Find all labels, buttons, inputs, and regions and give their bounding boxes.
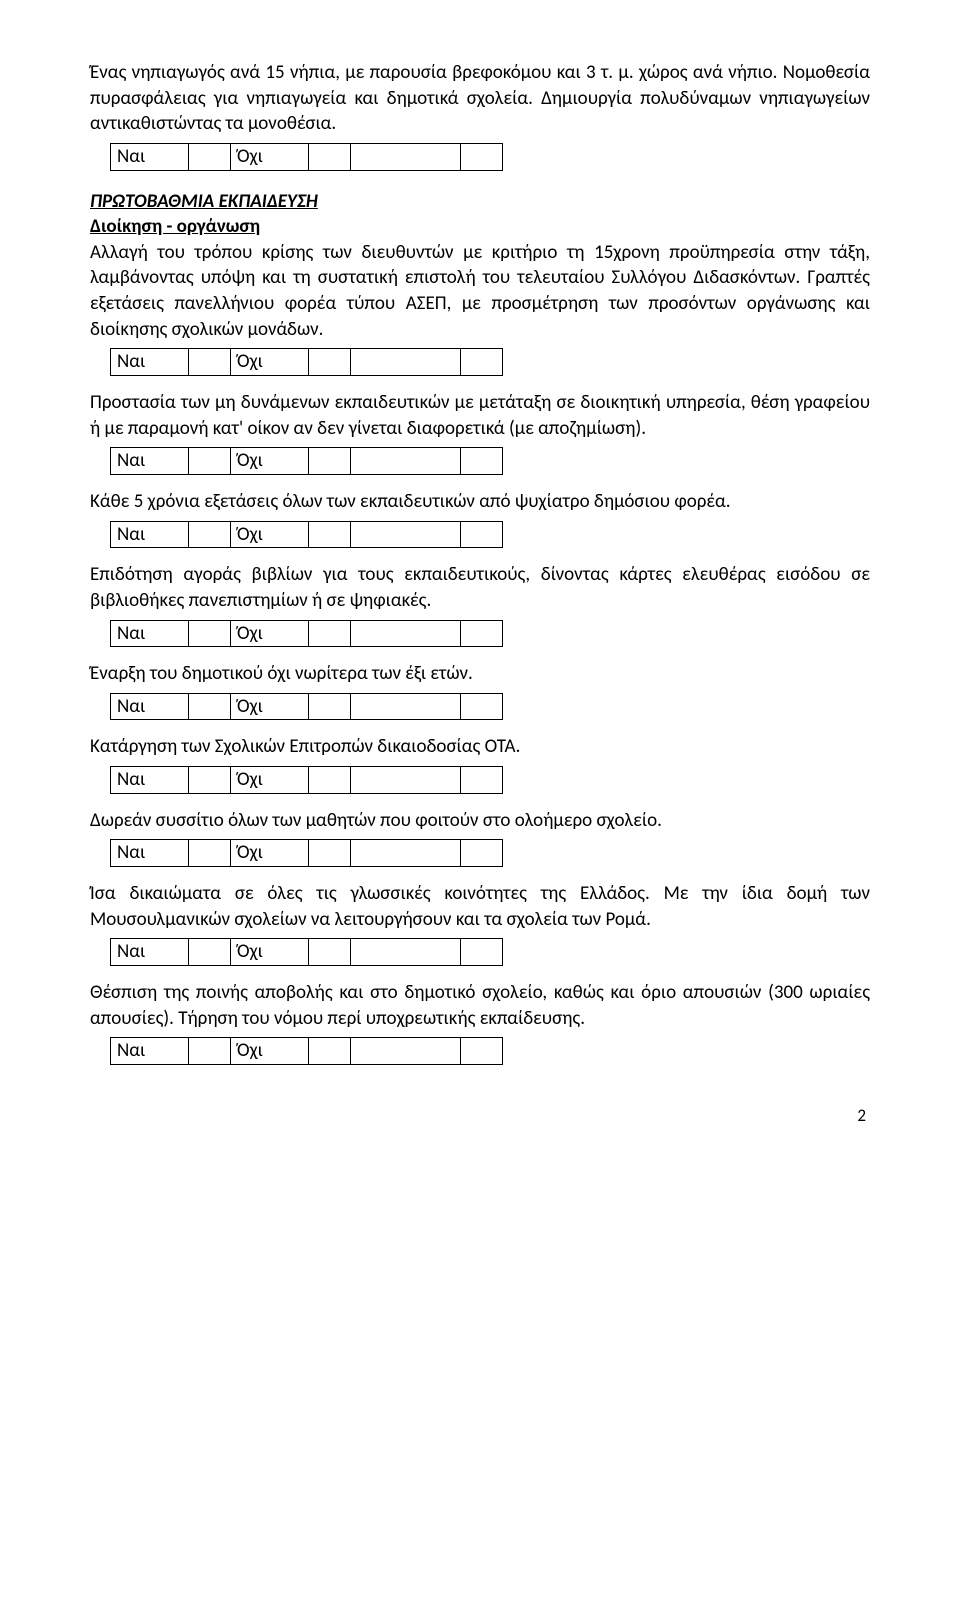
yes-label[interactable]: Ναι xyxy=(111,620,189,647)
choice-row-6: Ναι Όχι xyxy=(110,766,503,794)
yes-box[interactable] xyxy=(189,767,231,794)
yes-label[interactable]: Ναι xyxy=(111,349,189,376)
question-2: Προστασία των μη δυνάμενων εκπαιδευτικών… xyxy=(90,390,870,441)
choice-row-intro: Ναι Όχι xyxy=(110,143,503,171)
no-box[interactable] xyxy=(309,448,351,475)
no-box[interactable] xyxy=(309,349,351,376)
no-box[interactable] xyxy=(309,1038,351,1065)
yes-label[interactable]: Ναι xyxy=(111,448,189,475)
no-box[interactable] xyxy=(309,620,351,647)
question-7: Δωρεάν συσσίτιο όλων των μαθητών που φοι… xyxy=(90,808,870,834)
no-label[interactable]: Όχι xyxy=(231,840,309,867)
question-4: Επιδότηση αγοράς βιβλίων για τους εκπαιδ… xyxy=(90,562,870,613)
no-box[interactable] xyxy=(309,693,351,720)
no-box[interactable] xyxy=(309,840,351,867)
yes-label[interactable]: Ναι xyxy=(111,767,189,794)
yes-label[interactable]: Ναι xyxy=(111,693,189,720)
no-label[interactable]: Όχι xyxy=(231,349,309,376)
extra-box[interactable] xyxy=(351,349,461,376)
choice-row-5: Ναι Όχι xyxy=(110,693,503,721)
yes-box[interactable] xyxy=(189,448,231,475)
extra-box-2[interactable] xyxy=(461,349,503,376)
question-3: Κάθε 5 χρόνια εξετάσεις όλων των εκπαιδε… xyxy=(90,489,870,515)
extra-box[interactable] xyxy=(351,521,461,548)
choice-row-8: Ναι Όχι xyxy=(110,938,503,966)
yes-label[interactable]: Ναι xyxy=(111,521,189,548)
yes-box[interactable] xyxy=(189,840,231,867)
yes-box[interactable] xyxy=(189,1038,231,1065)
yes-box[interactable] xyxy=(189,143,231,170)
no-box[interactable] xyxy=(309,767,351,794)
intro-paragraph: Ένας νηπιαγωγός ανά 15 νήπια, με παρουσί… xyxy=(90,60,870,137)
yes-box[interactable] xyxy=(189,693,231,720)
yes-label[interactable]: Ναι xyxy=(111,840,189,867)
extra-box[interactable] xyxy=(351,767,461,794)
subsection-title: Διοίκηση - οργάνωση xyxy=(90,214,870,240)
choice-row-9: Ναι Όχι xyxy=(110,1037,503,1065)
extra-box[interactable] xyxy=(351,620,461,647)
extra-box-2[interactable] xyxy=(461,1038,503,1065)
no-box[interactable] xyxy=(309,143,351,170)
extra-box-2[interactable] xyxy=(461,693,503,720)
no-label[interactable]: Όχι xyxy=(231,1038,309,1065)
extra-box[interactable] xyxy=(351,448,461,475)
no-box[interactable] xyxy=(309,939,351,966)
extra-box[interactable] xyxy=(351,840,461,867)
no-label[interactable]: Όχι xyxy=(231,521,309,548)
extra-box[interactable] xyxy=(351,693,461,720)
no-label[interactable]: Όχι xyxy=(231,693,309,720)
extra-box-2[interactable] xyxy=(461,448,503,475)
choice-row-2: Ναι Όχι xyxy=(110,447,503,475)
no-label[interactable]: Όχι xyxy=(231,620,309,647)
page-number: 2 xyxy=(90,1105,870,1128)
yes-box[interactable] xyxy=(189,349,231,376)
choice-row-7: Ναι Όχι xyxy=(110,839,503,867)
choice-row-1: Ναι Όχι xyxy=(110,348,503,376)
yes-box[interactable] xyxy=(189,939,231,966)
extra-box-2[interactable] xyxy=(461,840,503,867)
yes-box[interactable] xyxy=(189,620,231,647)
question-1: Αλλαγή του τρόπου κρίσης των διευθυντών … xyxy=(90,240,870,343)
choice-row-4: Ναι Όχι xyxy=(110,620,503,648)
extra-box-2[interactable] xyxy=(461,939,503,966)
extra-box[interactable] xyxy=(351,143,461,170)
choice-row-3: Ναι Όχι xyxy=(110,521,503,549)
no-box[interactable] xyxy=(309,521,351,548)
extra-box-2[interactable] xyxy=(461,767,503,794)
extra-box[interactable] xyxy=(351,1038,461,1065)
extra-box-2[interactable] xyxy=(461,620,503,647)
question-6: Κατάργηση των Σχολικών Επιτροπών δικαιοδ… xyxy=(90,734,870,760)
section-title: ΠΡΩΤΟΒΑΘΜΙΑ ΕΚΠΑΙΔΕΥΣΗ xyxy=(90,189,870,215)
extra-box[interactable] xyxy=(351,939,461,966)
no-label[interactable]: Όχι xyxy=(231,143,309,170)
question-5: Έναρξη του δημοτικού όχι νωρίτερα των έξ… xyxy=(90,661,870,687)
question-9: Θέσπιση της ποινής αποβολής και στο δημο… xyxy=(90,980,870,1031)
no-label[interactable]: Όχι xyxy=(231,939,309,966)
yes-label[interactable]: Ναι xyxy=(111,143,189,170)
yes-box[interactable] xyxy=(189,521,231,548)
no-label[interactable]: Όχι xyxy=(231,767,309,794)
extra-box-2[interactable] xyxy=(461,521,503,548)
extra-box-2[interactable] xyxy=(461,143,503,170)
no-label[interactable]: Όχι xyxy=(231,448,309,475)
yes-label[interactable]: Ναι xyxy=(111,939,189,966)
question-8: Ίσα δικαιώματα σε όλες τις γλωσσικές κοι… xyxy=(90,881,870,932)
yes-label[interactable]: Ναι xyxy=(111,1038,189,1065)
